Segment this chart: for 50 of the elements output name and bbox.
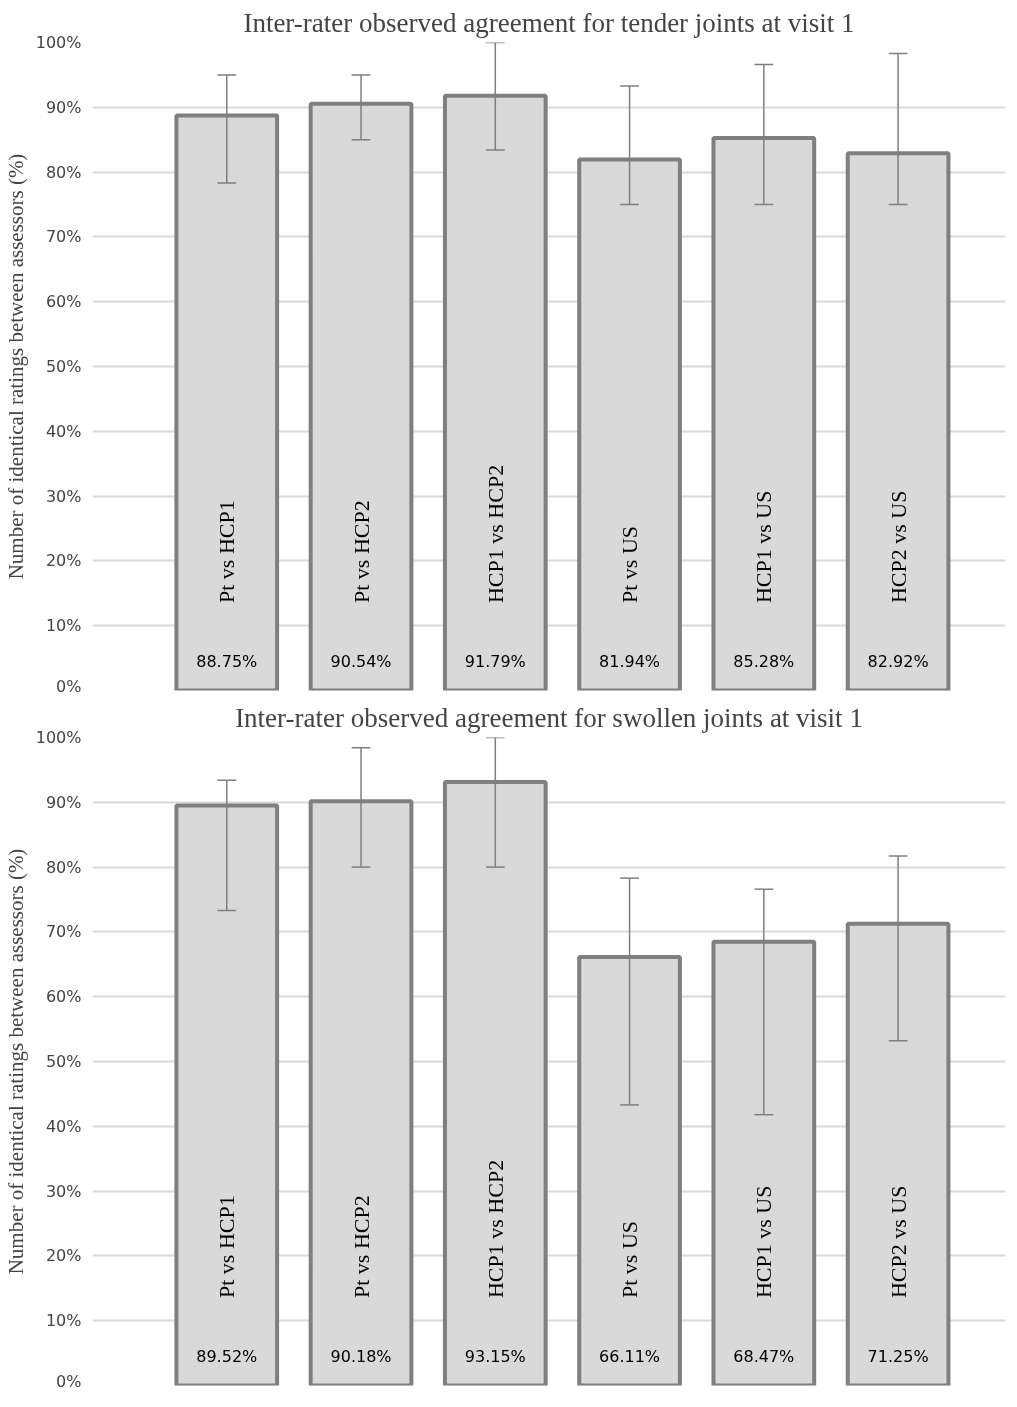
data-label: 71.25% (867, 1346, 929, 1366)
data-label: 93.15% (464, 1346, 526, 1366)
y-tick-label: 10% (45, 1311, 82, 1331)
y-tick-label: 0% (56, 1371, 82, 1391)
x-tick-label: Pt vs HCP2 (348, 500, 374, 604)
y-tick-label: 60% (45, 987, 82, 1007)
x-tick-label: Pt vs US (617, 1220, 643, 1299)
data-label: 90.18% (330, 1346, 392, 1366)
data-label: 91.79% (464, 651, 526, 671)
x-tick-label: HCP2 vs US (885, 490, 911, 604)
x-tick-label: HCP1 vs HCP2 (482, 464, 508, 604)
y-tick-label: 70% (45, 227, 82, 247)
y-axis-title: Number of identical ratings between assessors (%) (3, 153, 28, 580)
data-label: 81.94% (599, 651, 661, 671)
chart-title: Inter-rater observed agreement for tender joints at visit 1 (243, 7, 855, 38)
x-tick-label: HCP1 vs US (751, 1185, 777, 1299)
y-tick-label: 60% (45, 292, 82, 312)
y-tick-label: 100% (35, 728, 82, 747)
y-tick-label: 50% (45, 1052, 82, 1071)
data-label: 85.28% (733, 651, 795, 671)
y-tick-label: 0% (56, 676, 82, 696)
chart-title: Inter-rater observed agreement for swollen joints at visit 1 (235, 702, 863, 733)
data-label: 90.54% (330, 651, 392, 671)
y-tick-label: 70% (45, 922, 82, 942)
y-tick-label: 100% (35, 33, 82, 52)
x-tick-label: Pt vs HCP1 (214, 500, 240, 604)
y-tick-label: 20% (45, 551, 82, 571)
y-tick-label: 10% (45, 616, 82, 636)
x-tick-label: HCP1 vs HCP2 (482, 1159, 508, 1299)
y-tick-label: 90% (45, 792, 82, 812)
x-tick-label: HCP1 vs US (751, 490, 777, 604)
data-label: 82.92% (867, 651, 929, 671)
data-label: 88.75% (196, 651, 258, 671)
x-tick-label: HCP2 vs US (885, 1185, 911, 1299)
data-label: 89.52% (196, 1346, 258, 1366)
y-tick-label: 50% (45, 357, 82, 376)
y-tick-label: 30% (45, 1181, 82, 1201)
y-tick-label: 90% (45, 97, 82, 117)
y-tick-label: 40% (45, 421, 82, 441)
data-label: 68.47% (733, 1346, 795, 1366)
y-tick-label: 80% (45, 162, 82, 182)
y-tick-label: 80% (45, 857, 82, 877)
x-tick-label: Pt vs US (617, 525, 643, 604)
x-tick-label: Pt vs HCP2 (348, 1195, 374, 1299)
y-tick-label: 20% (45, 1246, 82, 1266)
y-tick-label: 30% (45, 486, 82, 506)
data-label: 66.11% (599, 1346, 661, 1366)
y-axis-title: Number of identical ratings between assessors (%) (3, 848, 28, 1275)
y-tick-label: 40% (45, 1116, 82, 1136)
x-tick-label: Pt vs HCP1 (214, 1195, 240, 1299)
